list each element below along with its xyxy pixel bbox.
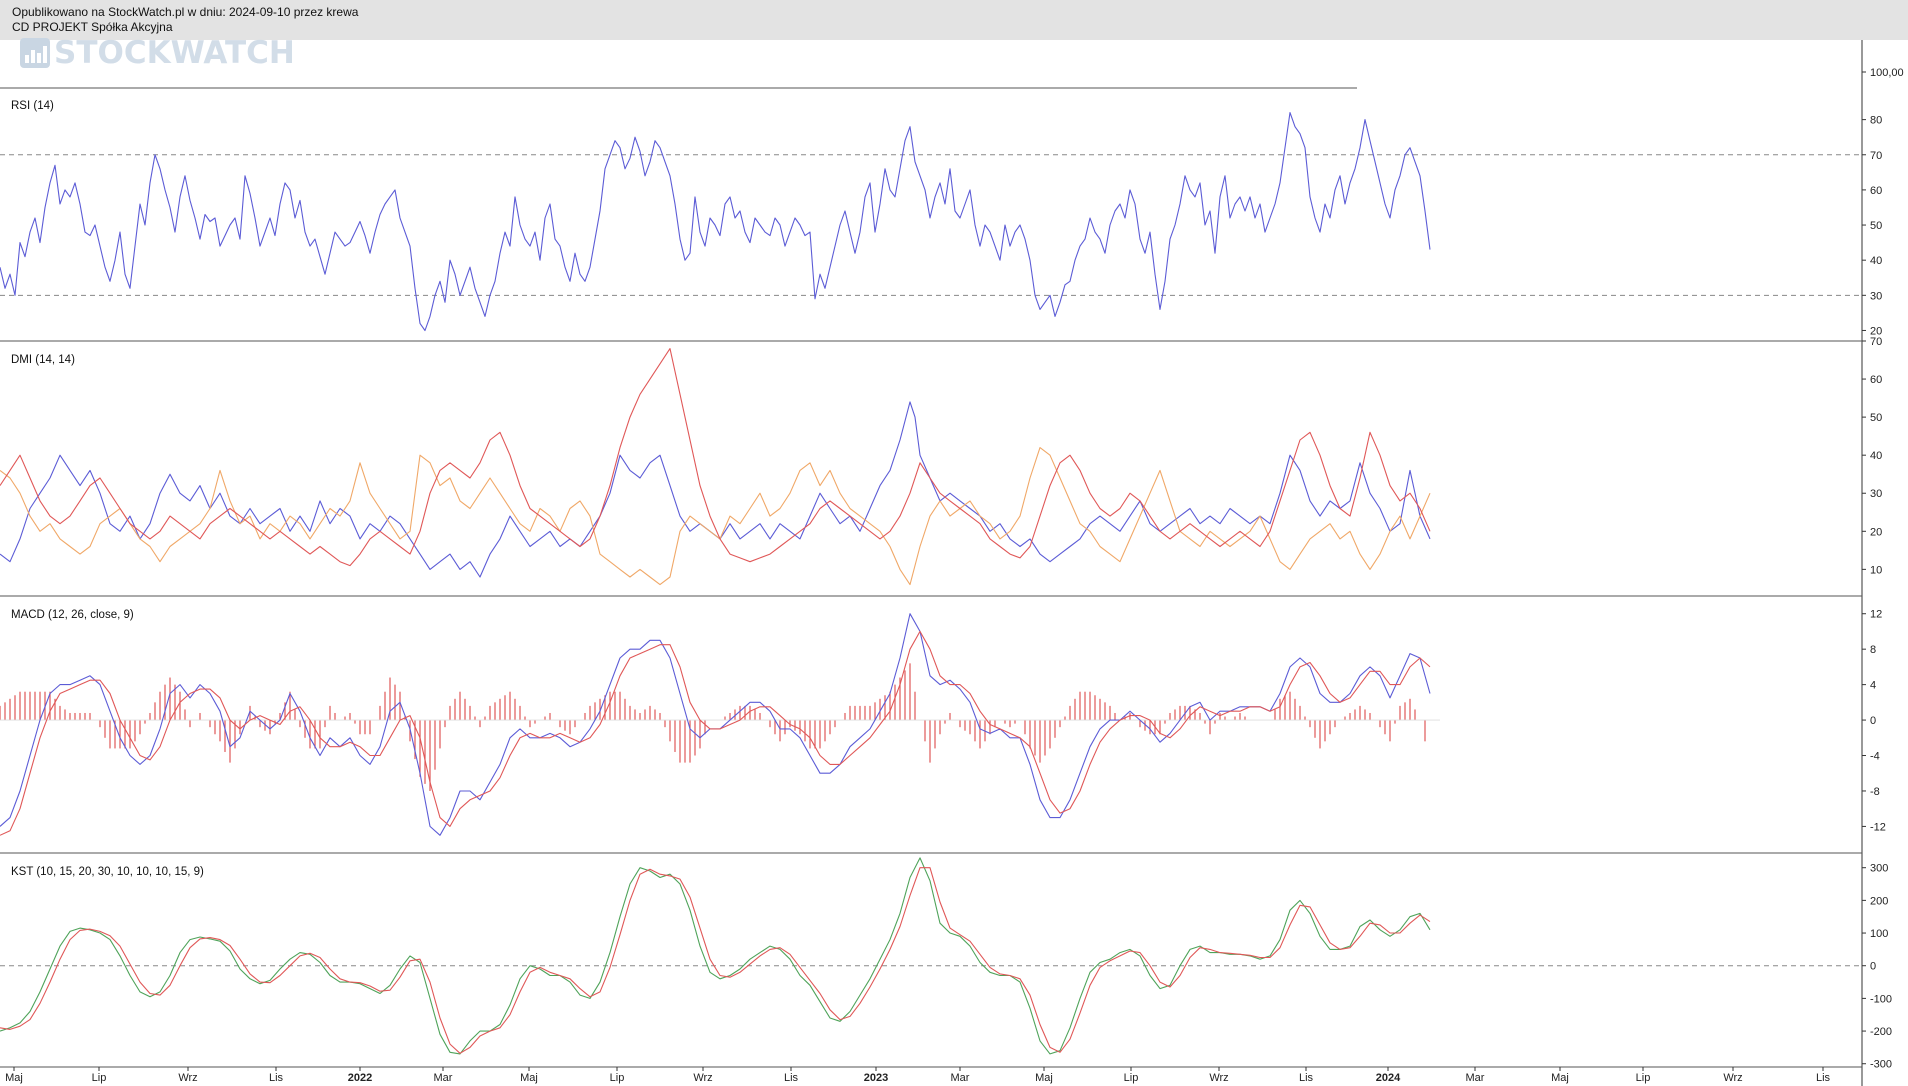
x-tick-label: 2022 bbox=[348, 1072, 372, 1084]
kst-title: KST (10, 15, 20, 30, 10, 10, 10, 15, 9) bbox=[11, 866, 204, 878]
x-tick-label: Wrz bbox=[1209, 1072, 1228, 1084]
dmi-y-tick-label: 20 bbox=[1870, 526, 1882, 538]
kst-y-tick-label: -100 bbox=[1870, 993, 1892, 1005]
dmi-y-tick-label: 50 bbox=[1870, 412, 1882, 424]
rsi-y-tick-label: 20 bbox=[1870, 325, 1882, 337]
x-tick-label: Mar bbox=[951, 1072, 970, 1084]
rsi-y-tick-label: 60 bbox=[1870, 185, 1882, 197]
macd-y-tick-label: -8 bbox=[1870, 786, 1880, 798]
kst-y-tick-label: 100 bbox=[1870, 928, 1888, 940]
x-tick-label: 2024 bbox=[1376, 1072, 1401, 1084]
rsi-title: RSI (14) bbox=[11, 100, 54, 112]
kst-panel: KST (10, 15, 20, 30, 10, 10, 10, 15, 9) … bbox=[0, 857, 1892, 1071]
macd-y-tick-label: 12 bbox=[1870, 609, 1882, 621]
rsi-line bbox=[0, 112, 1431, 332]
macd-y-tick-label: -4 bbox=[1870, 751, 1880, 763]
kst-y-tick-label: -300 bbox=[1870, 1059, 1892, 1071]
x-tick-label: Wrz bbox=[178, 1072, 197, 1084]
dmi-title: DMI (14, 14) bbox=[11, 354, 75, 366]
rsi-y-tick-label: 30 bbox=[1870, 290, 1882, 302]
x-tick-label: Mar bbox=[434, 1072, 453, 1084]
x-tick-label: Mar bbox=[1466, 1072, 1485, 1084]
dmi-y-tick-label: 70 bbox=[1870, 336, 1882, 348]
publication-header: Opublikowano na StockWatch.pl w dniu: 20… bbox=[0, 0, 1908, 40]
x-tick-label: Lip bbox=[92, 1072, 107, 1084]
x-axis: Maj Lip Wrz Lis 2022 Mar Maj Lip Wrz Lis 2023 Mar Ma… bbox=[5, 1067, 1831, 1084]
kst-line bbox=[0, 857, 1431, 1055]
chart-frame bbox=[0, 40, 1866, 1086]
x-tick-label: Lis bbox=[269, 1072, 284, 1084]
bar-chart-logo-icon bbox=[20, 38, 50, 68]
rsi-y-tick-label: 50 bbox=[1870, 220, 1882, 232]
kst-y-tick-label: 300 bbox=[1870, 863, 1888, 875]
signal-line bbox=[0, 630, 1431, 836]
dmi-minus-line bbox=[0, 447, 1431, 586]
logo-text: STOCKWATCH bbox=[54, 35, 295, 71]
adx-line bbox=[0, 348, 1431, 567]
rsi-y-tick-label: 40 bbox=[1870, 255, 1882, 267]
macd-y-tick-label: 4 bbox=[1870, 680, 1876, 692]
x-tick-label: Maj bbox=[1551, 1072, 1569, 1084]
macd-title: MACD (12, 26, close, 9) bbox=[11, 609, 134, 621]
dmi-panel: DMI (14, 14) 10 20 30 40 50 60 70 bbox=[0, 336, 1882, 586]
x-tick-label: Lip bbox=[1636, 1072, 1651, 1084]
x-tick-label: 2023 bbox=[864, 1072, 888, 1084]
x-tick-label: Wrz bbox=[1723, 1072, 1742, 1084]
kst-signal-line bbox=[0, 867, 1431, 1054]
rsi-y-tick-label: 70 bbox=[1870, 150, 1882, 162]
publication-info: Opublikowano na StockWatch.pl w dniu: 20… bbox=[12, 5, 359, 19]
x-tick-label: Maj bbox=[5, 1072, 23, 1084]
macd-panel: MACD (12, 26, close, 9) -12 -8 -4 0 4 8 12 bbox=[0, 609, 1886, 836]
x-tick-label: Maj bbox=[520, 1072, 538, 1084]
x-tick-label: Lis bbox=[1299, 1072, 1314, 1084]
rsi-panel: RSI (14) 20 30 40 50 60 70 80 bbox=[0, 100, 1882, 337]
x-tick-label: Maj bbox=[1035, 1072, 1053, 1084]
dmi-y-tick-label: 30 bbox=[1870, 488, 1882, 500]
x-tick-label: Lip bbox=[610, 1072, 625, 1084]
price-axis-label: 100,00 bbox=[1870, 67, 1904, 79]
dmi-y-tick-label: 10 bbox=[1870, 564, 1882, 576]
kst-y-tick-label: 0 bbox=[1870, 961, 1876, 973]
x-tick-label: Lis bbox=[784, 1072, 799, 1084]
rsi-y-tick-label: 80 bbox=[1870, 115, 1882, 127]
company-name: CD PROJEKT Spółka Akcyjna bbox=[12, 20, 173, 34]
kst-y-tick-label: 200 bbox=[1870, 895, 1888, 907]
x-tick-label: Lip bbox=[1124, 1072, 1139, 1084]
stockwatch-logo: STOCKWATCH bbox=[20, 36, 295, 70]
macd-y-tick-label: 0 bbox=[1870, 715, 1876, 727]
macd-y-tick-label: 8 bbox=[1870, 644, 1876, 656]
x-tick-label: Wrz bbox=[693, 1072, 712, 1084]
x-tick-label: Lis bbox=[1816, 1072, 1831, 1084]
kst-y-tick-label: -200 bbox=[1870, 1026, 1892, 1038]
dmi-y-tick-label: 60 bbox=[1870, 374, 1882, 386]
macd-y-tick-label: -12 bbox=[1870, 821, 1886, 833]
dmi-y-tick-label: 40 bbox=[1870, 450, 1882, 462]
